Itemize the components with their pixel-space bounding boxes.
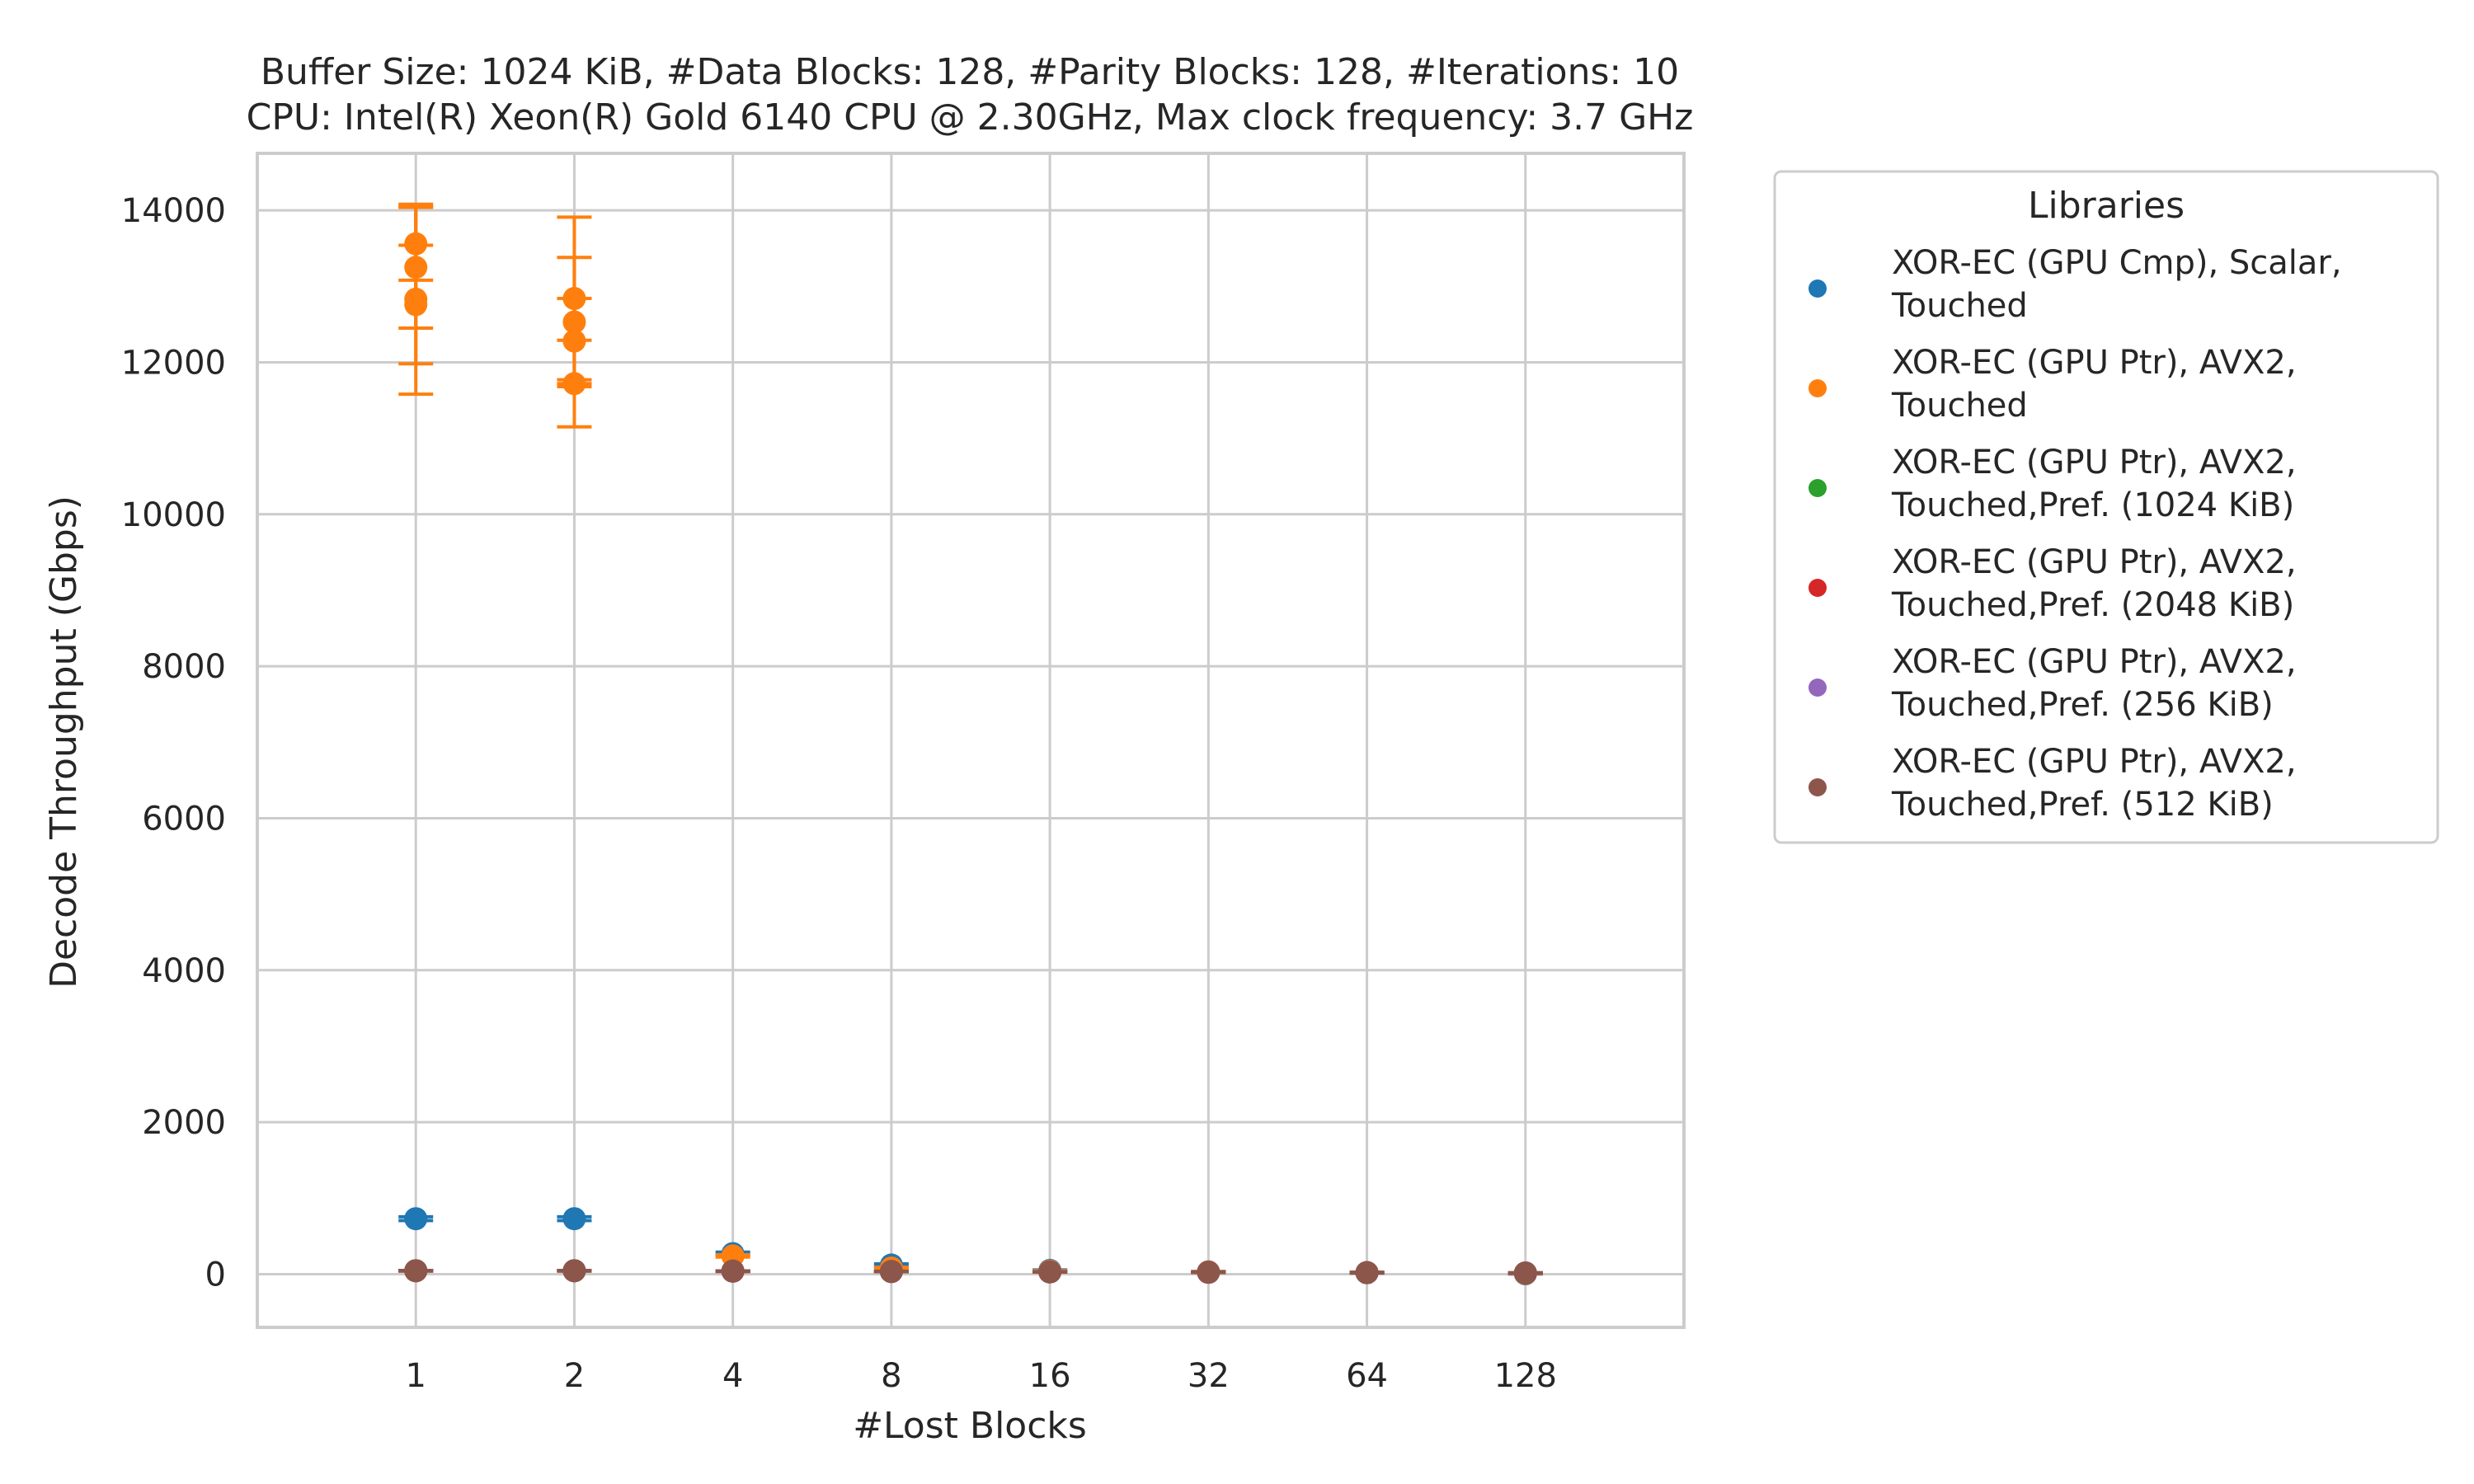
legend-item: XOR-EC (GPU Ptr), AVX2, Touched,Pref. (10… <box>1808 444 2297 524</box>
legend-label: XOR-EC (GPU Ptr), AVX2, <box>1892 543 2297 581</box>
y-tick-label: 2000 <box>142 1104 226 1142</box>
legend-title: Libraries <box>2028 185 2185 227</box>
legend-label: Touched,Pref. (2048 KiB) <box>1891 586 2294 624</box>
data-point <box>879 1260 903 1284</box>
x-tick-label: 16 <box>1029 1357 1071 1395</box>
data-point <box>404 1259 428 1283</box>
y-tick-label: 0 <box>205 1256 226 1294</box>
data-point <box>721 1259 745 1283</box>
x-tick-label: 2 <box>564 1357 585 1395</box>
data-point <box>562 1259 586 1283</box>
legend-label: XOR-EC (GPU Ptr), AVX2, <box>1892 344 2297 382</box>
x-axis-label: #Lost Blocks <box>853 1405 1087 1447</box>
data-point <box>562 1207 586 1231</box>
x-tick-labels: 1 2 4 8 16 32 64 128 <box>405 1357 1556 1395</box>
legend-item: XOR-EC (GPU Ptr), AVX2, Touched,Pref. (25… <box>1808 643 2297 724</box>
legend-item: XOR-EC (GPU Ptr), AVX2, Touched,Pref. (20… <box>1808 543 2297 624</box>
legend-label: Touched <box>1891 287 2028 325</box>
x-tick-label: 4 <box>722 1357 743 1395</box>
data-point <box>562 372 586 396</box>
y-axis-label: Decode Throughput (Gbps) <box>43 495 85 989</box>
legend-label: XOR-EC (GPU Ptr), AVX2, <box>1892 444 2297 481</box>
data-point <box>1355 1261 1379 1284</box>
data-point <box>1197 1261 1221 1284</box>
legend-item: XOR-EC (GPU Ptr), AVX2, Touched <box>1808 344 2297 425</box>
legend-marker <box>1808 778 1827 796</box>
y-tick-label: 12000 <box>121 344 226 382</box>
y-tick-label: 4000 <box>142 952 226 990</box>
legend-label: XOR-EC (GPU Ptr), AVX2, <box>1892 643 2297 681</box>
series-6 <box>398 1259 1543 1285</box>
y-tick-label: 14000 <box>121 192 226 230</box>
grid-layer <box>257 153 1684 1327</box>
x-tick-label: 8 <box>881 1357 901 1395</box>
legend-marker <box>1808 479 1827 497</box>
y-tick-labels: 0 2000 4000 6000 8000 10000 12000 14000 <box>121 192 226 1294</box>
legend-label: Touched,Pref. (256 KiB) <box>1891 686 2274 724</box>
data-point <box>404 1207 428 1231</box>
x-tick-label: 128 <box>1494 1357 1557 1395</box>
legend-item: XOR-EC (GPU Ptr), AVX2, Touched,Pref. (51… <box>1808 743 2297 824</box>
legend-marker <box>1808 279 1827 298</box>
legend-marker <box>1808 379 1827 397</box>
y-tick-label: 10000 <box>121 496 226 534</box>
legend-item: XOR-EC (GPU Cmp), Scalar, Touched <box>1808 244 2342 325</box>
x-tick-label: 64 <box>1346 1357 1388 1395</box>
data-point <box>1038 1260 1062 1284</box>
legend-label: Touched <box>1891 387 2028 425</box>
x-tick-label: 32 <box>1188 1357 1230 1395</box>
chart-title-line-2: CPU: Intel(R) Xeon(R) Gold 6140 CPU @ 2.… <box>247 96 1694 139</box>
chart-title: Buffer Size: 1024 KiB, #Data Blocks: 128… <box>247 51 1694 139</box>
data-point <box>404 293 428 317</box>
series-layer <box>398 202 1543 1286</box>
chart-title-line-1: Buffer Size: 1024 KiB, #Data Blocks: 128… <box>261 51 1679 93</box>
data-point <box>1513 1261 1537 1285</box>
x-tick-label: 1 <box>405 1357 426 1395</box>
y-tick-label: 8000 <box>142 648 226 686</box>
legend-label: Touched,Pref. (512 KiB) <box>1891 786 2274 824</box>
legend-label: XOR-EC (GPU Ptr), AVX2, <box>1892 743 2297 781</box>
legend-marker <box>1808 579 1827 597</box>
legend-frame <box>1773 170 2439 844</box>
legend-marker <box>1808 679 1827 697</box>
y-tick-label: 6000 <box>142 800 226 838</box>
legend-label: Touched,Pref. (1024 KiB) <box>1891 486 2294 524</box>
legend-label: XOR-EC (GPU Cmp), Scalar, <box>1892 244 2342 282</box>
plot-frame <box>256 152 1686 1329</box>
legend: Libraries XOR-EC (GPU Cmp), Scalar, Touch… <box>1773 170 2439 844</box>
